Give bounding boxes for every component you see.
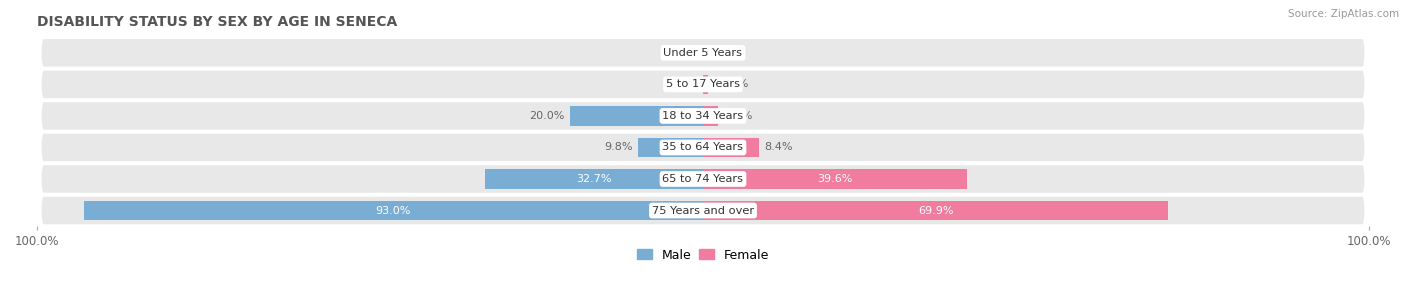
Text: 0.0%: 0.0% bbox=[669, 48, 697, 58]
Bar bbox=[703, 75, 709, 94]
Bar bbox=[84, 201, 703, 220]
Bar bbox=[703, 169, 967, 189]
Text: 20.0%: 20.0% bbox=[529, 111, 565, 121]
FancyBboxPatch shape bbox=[41, 133, 1365, 162]
Bar bbox=[569, 106, 703, 126]
Bar bbox=[703, 201, 1168, 220]
Text: 32.7%: 32.7% bbox=[576, 174, 612, 184]
Text: 39.6%: 39.6% bbox=[817, 174, 852, 184]
Text: 69.9%: 69.9% bbox=[918, 206, 953, 216]
Legend: Male, Female: Male, Female bbox=[637, 249, 769, 262]
Text: 93.0%: 93.0% bbox=[375, 206, 411, 216]
Text: 0.0%: 0.0% bbox=[709, 48, 737, 58]
FancyBboxPatch shape bbox=[41, 101, 1365, 131]
Bar bbox=[485, 169, 703, 189]
Bar bbox=[703, 106, 718, 126]
Text: Source: ZipAtlas.com: Source: ZipAtlas.com bbox=[1288, 9, 1399, 19]
Text: DISABILITY STATUS BY SEX BY AGE IN SENECA: DISABILITY STATUS BY SEX BY AGE IN SENEC… bbox=[37, 15, 398, 29]
Text: 5 to 17 Years: 5 to 17 Years bbox=[666, 79, 740, 89]
Text: 9.8%: 9.8% bbox=[605, 142, 633, 152]
FancyBboxPatch shape bbox=[41, 38, 1365, 68]
Text: 65 to 74 Years: 65 to 74 Years bbox=[662, 174, 744, 184]
Bar bbox=[703, 138, 759, 157]
Text: Under 5 Years: Under 5 Years bbox=[664, 48, 742, 58]
Text: 75 Years and over: 75 Years and over bbox=[652, 206, 754, 216]
FancyBboxPatch shape bbox=[41, 164, 1365, 194]
Text: 35 to 64 Years: 35 to 64 Years bbox=[662, 142, 744, 152]
Text: 2.3%: 2.3% bbox=[724, 111, 752, 121]
Bar bbox=[638, 138, 703, 157]
Text: 8.4%: 8.4% bbox=[765, 142, 793, 152]
FancyBboxPatch shape bbox=[41, 196, 1365, 225]
Text: 0.76%: 0.76% bbox=[713, 79, 749, 89]
Text: 18 to 34 Years: 18 to 34 Years bbox=[662, 111, 744, 121]
FancyBboxPatch shape bbox=[41, 70, 1365, 99]
Text: 0.0%: 0.0% bbox=[669, 79, 697, 89]
